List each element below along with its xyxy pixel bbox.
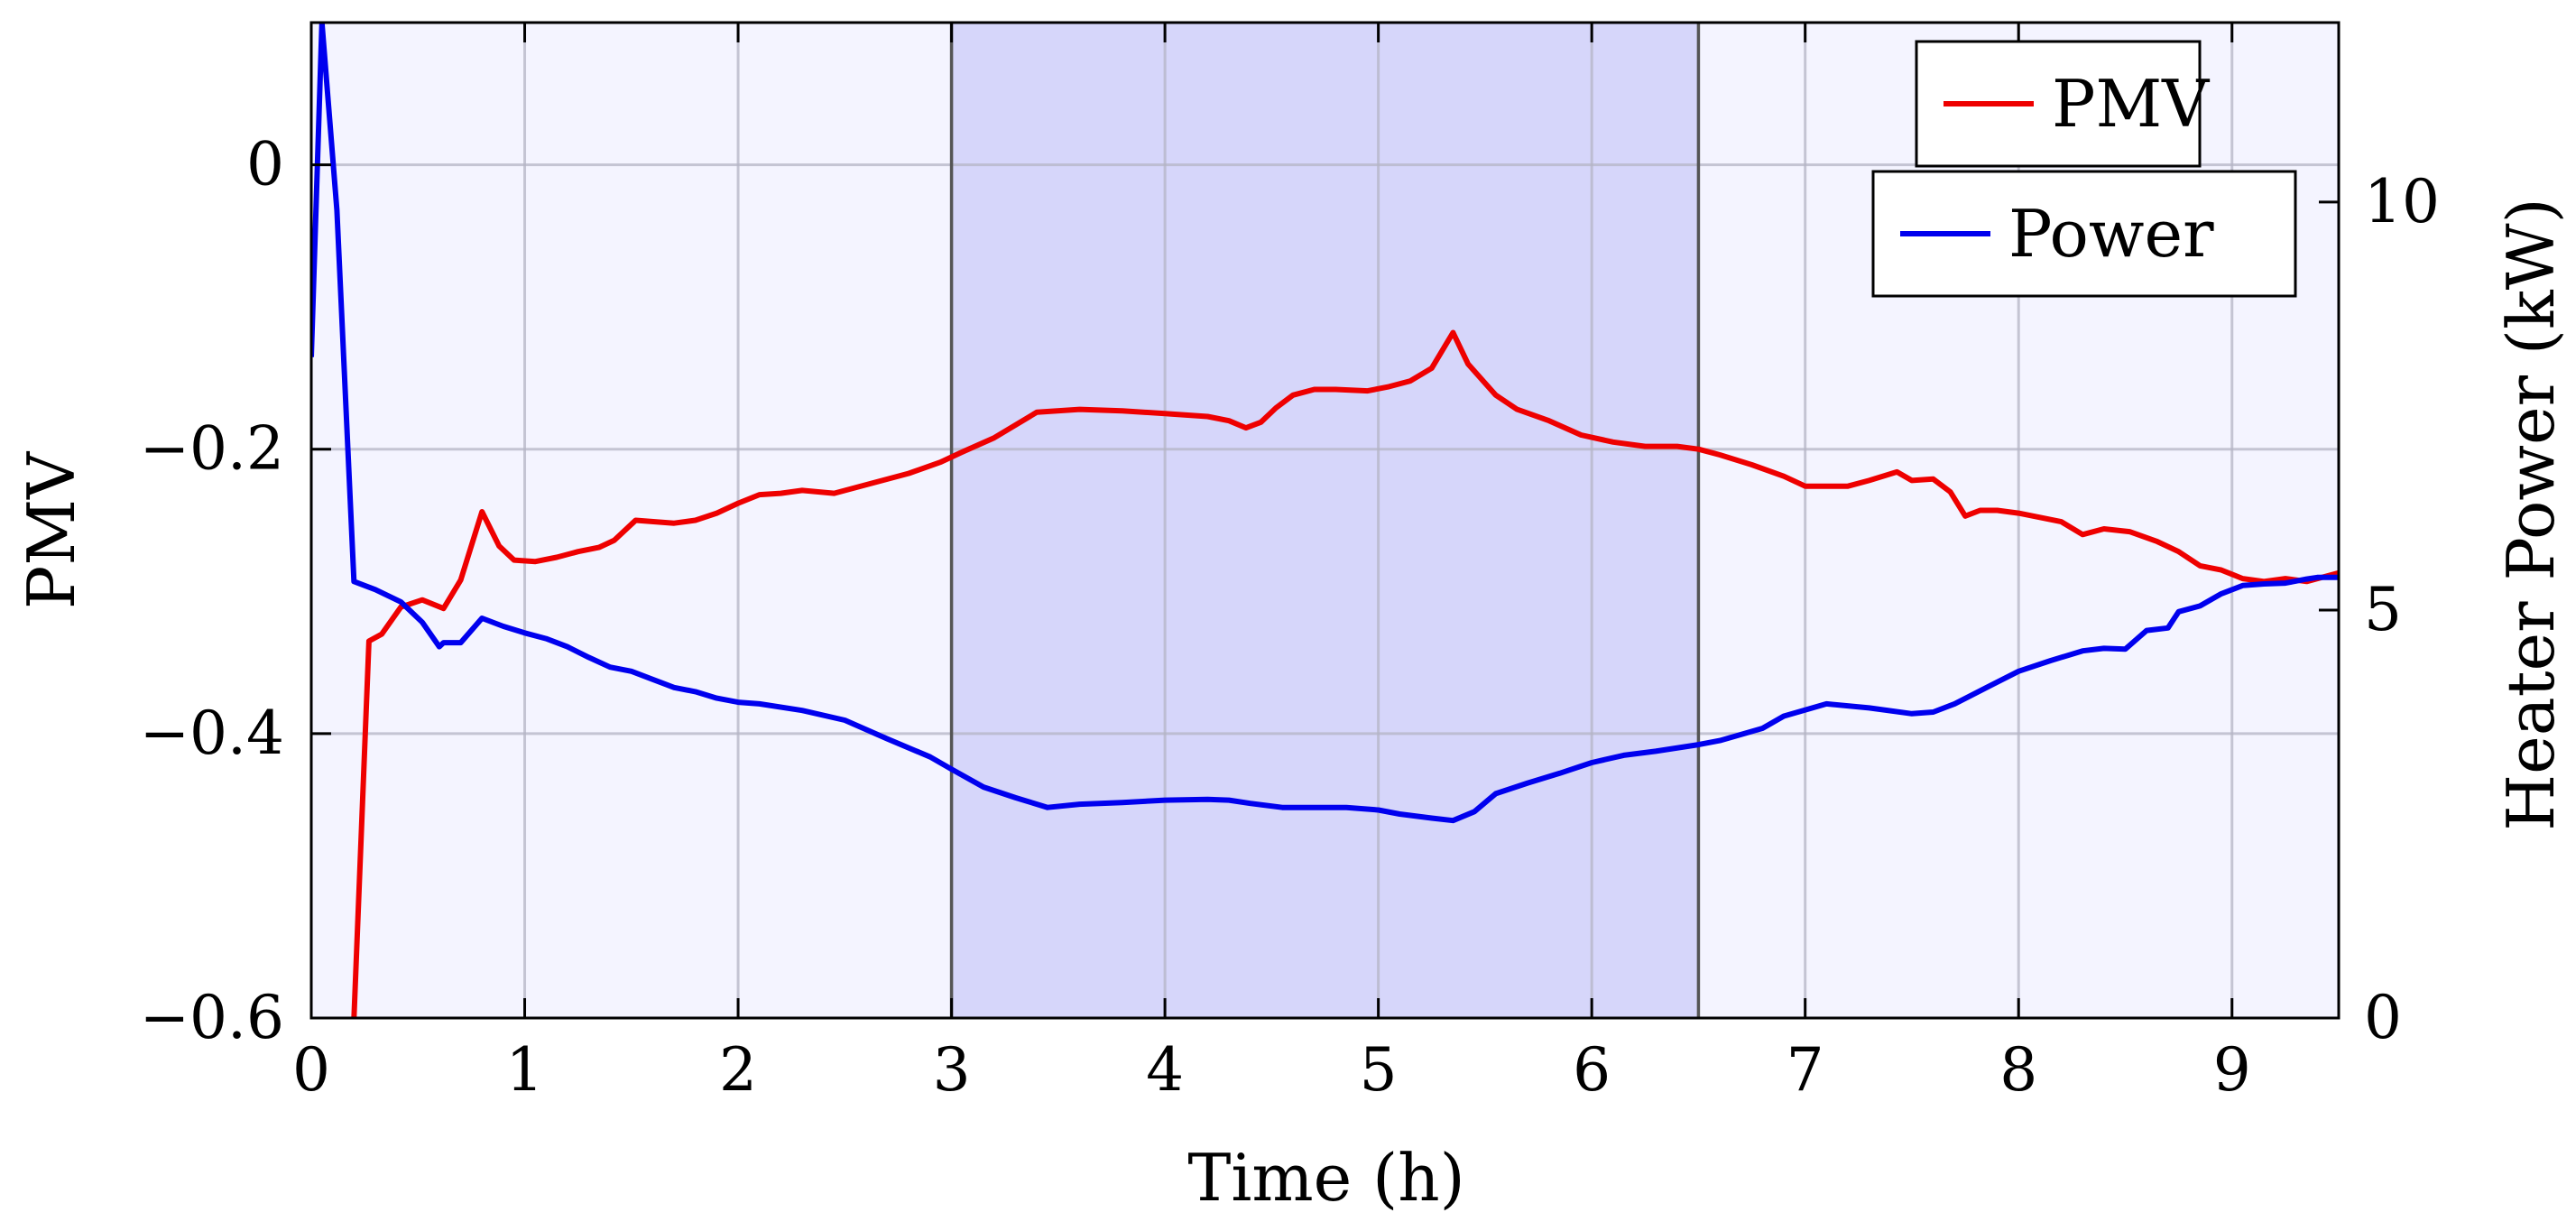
x-tick-label: 1 xyxy=(506,1035,544,1105)
y-axis-label: PMV xyxy=(14,450,89,609)
y-tick-label: −0.4 xyxy=(140,699,284,768)
x-tick-label: 9 xyxy=(2213,1035,2251,1105)
legend-label: PMV xyxy=(2052,66,2211,142)
series-layer xyxy=(311,23,2339,1018)
legend-entry-pmv: PMV xyxy=(1915,40,2211,168)
axes-layer xyxy=(309,21,2341,1020)
x-tick-label: 4 xyxy=(1146,1035,1184,1105)
legend-label: Power xyxy=(2008,196,2214,272)
y-tick-label: −0.6 xyxy=(140,983,284,1052)
x-tick-label: 2 xyxy=(719,1035,757,1105)
x-tick-label: 8 xyxy=(1999,1035,2037,1105)
shaded-region xyxy=(951,23,1699,1018)
series-line-pmv xyxy=(351,329,2339,1018)
y-tick-label: −0.2 xyxy=(140,414,284,484)
x-tick-label: 7 xyxy=(1787,1035,1824,1105)
plot-frame xyxy=(309,21,2341,1020)
y2-tick-label: 5 xyxy=(2364,575,2402,644)
x-tick-label: 3 xyxy=(933,1035,971,1105)
x-tick-label: 6 xyxy=(1573,1035,1611,1105)
y2-tick-label: 10 xyxy=(2364,167,2440,236)
grid-layer xyxy=(309,23,2339,1020)
series-line-power xyxy=(311,23,2339,824)
y2-axis-label: Heater Power (kW) xyxy=(2493,198,2569,830)
y2-tick-label: 0 xyxy=(2364,983,2402,1052)
x-tick-label: 5 xyxy=(1360,1035,1398,1105)
x-tick-label: 0 xyxy=(292,1035,330,1105)
x-axis-label: Time (h) xyxy=(1187,1140,1464,1216)
legend-layer: PMV Power xyxy=(1871,40,2297,298)
y-tick-label: 0 xyxy=(246,130,284,199)
legend-entry-power: Power xyxy=(1871,170,2297,298)
